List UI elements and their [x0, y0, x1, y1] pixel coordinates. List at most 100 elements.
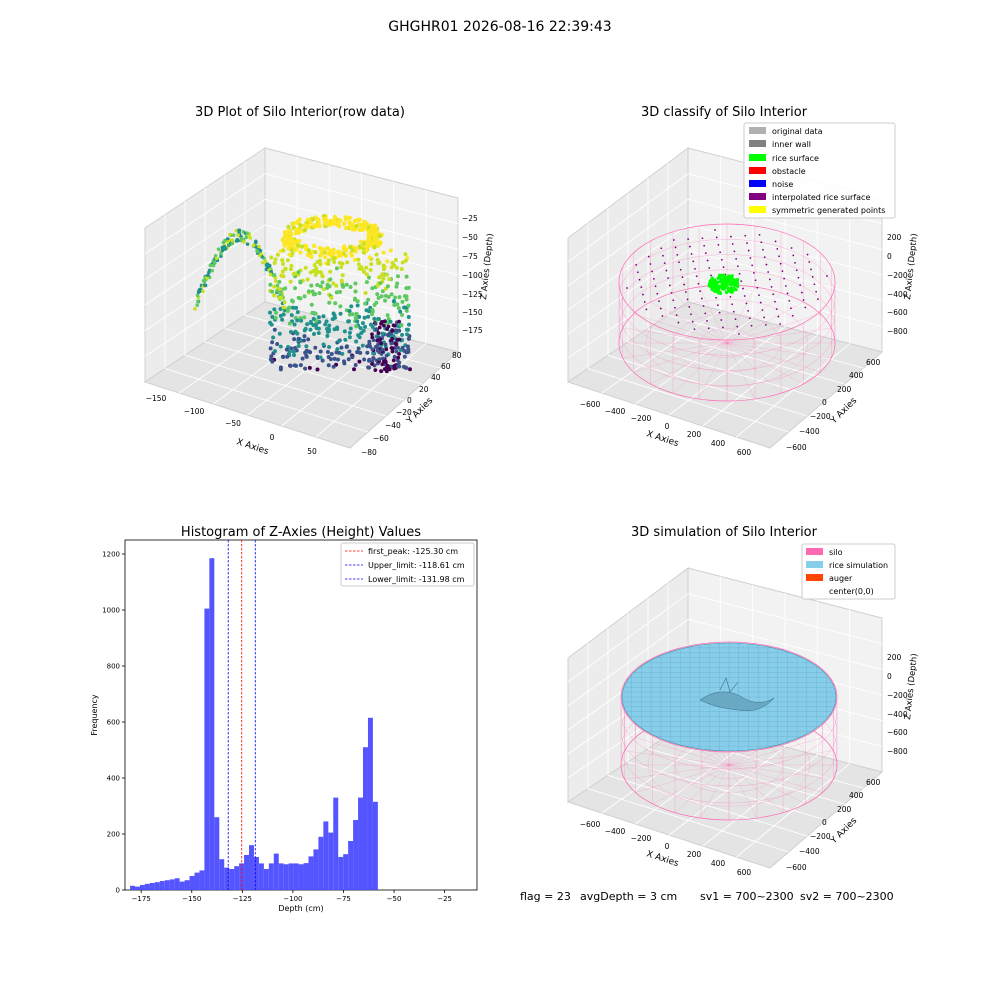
simulation-x-ticks: −600 −400 −200 0 200 400 600 [580, 820, 752, 877]
data-point [402, 354, 407, 359]
histogram-bar [199, 870, 205, 890]
data-point [292, 337, 297, 342]
data-point [291, 349, 296, 354]
data-point [346, 357, 351, 362]
data-point [370, 307, 375, 312]
data-point [308, 350, 313, 355]
data-point [343, 225, 349, 231]
interpolated-point [767, 271, 770, 273]
data-point [208, 263, 213, 268]
interpolated-point [760, 241, 763, 244]
data-point [406, 285, 411, 290]
data-point [341, 221, 347, 226]
rice-surface-point [717, 273, 722, 277]
interpolated-point [764, 323, 767, 326]
rice-surface-point [712, 285, 717, 289]
histogram-bar [367, 717, 373, 890]
interpolated-point [758, 233, 761, 236]
data-point [397, 364, 402, 369]
data-point [370, 362, 374, 366]
data-point [234, 228, 239, 233]
histogram-y-axis-label: Frequency [90, 694, 99, 736]
data-point [348, 284, 353, 289]
data-point [338, 250, 343, 255]
interpolated-point [730, 235, 732, 238]
y-tick-label: 1200 [102, 551, 120, 559]
classify-x-ticks: −600 −400 −200 0 200 400 600 [580, 400, 752, 457]
data-point [402, 348, 407, 353]
rice-surface-point [723, 279, 728, 283]
data-point [327, 344, 332, 349]
data-point [273, 315, 278, 320]
data-point [389, 341, 394, 346]
interpolated-point [749, 257, 752, 259]
data-point [367, 255, 372, 260]
histogram-bar [328, 832, 334, 890]
data-point [331, 311, 336, 316]
data-point [268, 346, 273, 351]
data-point [294, 305, 299, 310]
data-point [368, 268, 373, 273]
rice-surface-point [717, 287, 721, 291]
data-point [311, 243, 317, 249]
x-tick-label: −150 [146, 394, 167, 403]
histogram-bar [303, 863, 309, 890]
data-point [257, 244, 261, 249]
data-point [292, 247, 298, 253]
data-point [386, 365, 390, 370]
data-point [335, 347, 340, 352]
sv2-readout: sv2 = 700~2300 [800, 890, 894, 903]
data-point [222, 244, 227, 249]
data-point [385, 259, 390, 264]
x-tick-label: −175 [132, 895, 151, 903]
data-point [330, 317, 335, 322]
data-point [334, 350, 339, 355]
data-point [225, 237, 230, 241]
histogram-bar [353, 820, 359, 890]
data-point [326, 258, 331, 263]
legend-swatch-inner-wall [749, 140, 766, 147]
data-point [235, 237, 240, 242]
data-point [377, 233, 383, 239]
interpolated-point [778, 255, 780, 258]
histogram-bar [358, 797, 364, 890]
histogram-bar [234, 866, 240, 890]
data-point [298, 280, 303, 285]
data-point [366, 297, 371, 302]
data-point [350, 227, 355, 232]
data-point [365, 344, 370, 349]
data-point [295, 243, 301, 248]
x-tick-label: 400 [711, 439, 726, 448]
data-point [338, 311, 343, 316]
y-tick-label: −400 [799, 427, 820, 436]
rice-surface-point [711, 280, 715, 284]
histogram-bar [149, 883, 155, 890]
data-point [269, 354, 274, 359]
interpolated-point [784, 285, 787, 287]
interpolated-point [720, 319, 723, 321]
z-tick-label: −75 [462, 252, 478, 261]
data-point [302, 294, 307, 299]
data-point [331, 281, 336, 286]
interpolated-point [645, 308, 648, 311]
data-point [275, 289, 279, 293]
data-point [325, 350, 330, 355]
interpolated-point [810, 268, 812, 271]
interpolated-point [779, 262, 782, 265]
interpolated-point [699, 290, 702, 293]
data-point [381, 267, 386, 272]
z-tick-label: 200 [887, 653, 902, 662]
data-point [289, 313, 294, 318]
data-point [296, 270, 301, 275]
data-point [397, 295, 402, 300]
interpolated-point [676, 253, 679, 256]
data-point [358, 326, 363, 331]
data-point [339, 278, 344, 283]
data-point [391, 358, 396, 363]
data-point [373, 368, 378, 373]
data-point [341, 284, 346, 289]
histogram-x-axis-label: Depth (cm) [278, 904, 323, 913]
data-point [347, 312, 352, 317]
data-point [326, 355, 331, 360]
data-point [375, 342, 380, 347]
